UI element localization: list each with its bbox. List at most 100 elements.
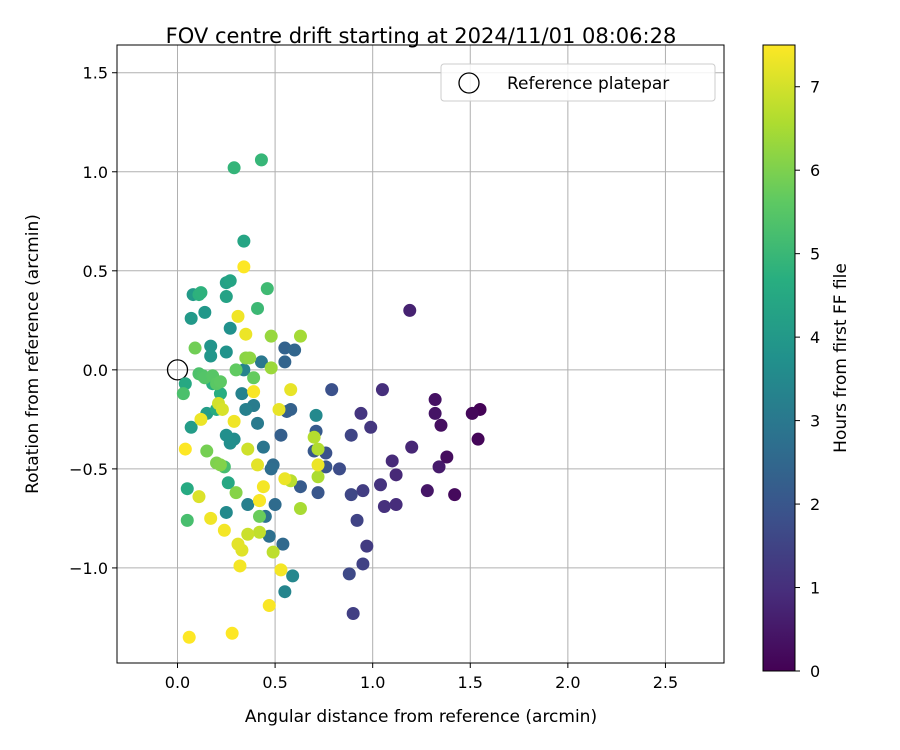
colorbar-tick-label: 6 [810, 161, 820, 180]
colorbar-tick-label: 0 [810, 662, 820, 681]
data-point [254, 153, 268, 167]
data-point [448, 488, 462, 502]
data-point [219, 345, 233, 359]
data-point [405, 440, 419, 454]
data-point [375, 383, 389, 397]
data-point [239, 327, 253, 341]
data-point [252, 525, 266, 539]
data-point [311, 470, 325, 484]
data-point [204, 511, 218, 525]
data-point [176, 387, 190, 401]
data-point [307, 430, 321, 444]
data-point [178, 377, 192, 391]
data-point [184, 311, 198, 325]
data-point [286, 569, 300, 583]
legend-box [440, 63, 716, 102]
data-point [356, 557, 370, 571]
data-point [237, 260, 251, 274]
colorbar-gradient [762, 44, 796, 672]
data-point [180, 513, 194, 527]
data-point [229, 363, 243, 377]
reference-platepar-marker [166, 359, 189, 381]
data-point [420, 484, 434, 498]
data-point [284, 402, 298, 416]
data-point [251, 301, 265, 315]
data-point [274, 563, 288, 577]
data-point [311, 486, 325, 500]
colorbar: 0 1 2 3 4 5 6 7 Hours from first FF file [762, 44, 851, 681]
data-point [354, 406, 368, 420]
data-point [237, 234, 251, 248]
data-point [235, 387, 249, 401]
chart-title: FOV centre drift starting at 2024/11/01 … [166, 24, 677, 48]
x-tick-label: 2.0 [555, 673, 580, 692]
data-point [385, 454, 399, 468]
data-point [204, 349, 218, 363]
data-point [311, 442, 325, 456]
data-point [262, 529, 276, 543]
data-point [389, 498, 403, 512]
data-point [241, 498, 255, 512]
data-point [219, 505, 233, 519]
data-point [223, 274, 237, 288]
x-tick-label: 0.0 [165, 673, 190, 692]
data-point [180, 482, 194, 496]
data-point [243, 351, 257, 365]
data-point [342, 567, 356, 581]
data-point [288, 343, 302, 357]
data-point [333, 462, 347, 476]
legend-open-circle-marker [458, 72, 480, 94]
data-point [389, 468, 403, 482]
data-point [231, 537, 245, 551]
data-point [293, 480, 307, 494]
data-point [194, 286, 208, 300]
data-point [252, 494, 266, 508]
y-tick-label: −0.5 [69, 460, 108, 479]
data-point [229, 486, 243, 500]
data-point [247, 371, 261, 385]
data-point [434, 418, 448, 432]
data-point [241, 527, 255, 541]
data-point [266, 545, 280, 559]
y-tick-label: 1.0 [83, 163, 108, 182]
reference-layer [166, 359, 189, 381]
data-point [184, 420, 198, 434]
x-tick-label: 1.5 [458, 673, 483, 692]
data-point [278, 355, 292, 369]
data-point [264, 462, 278, 476]
data-point [471, 432, 485, 446]
data-point [204, 339, 218, 353]
data-point [346, 606, 360, 620]
data-point [440, 450, 454, 464]
data-point [251, 416, 265, 430]
data-point [276, 537, 290, 551]
y-tick-label: 0.0 [83, 361, 108, 380]
x-axis-ticks: 0.0 0.5 1.0 1.5 2.0 2.5 [165, 663, 678, 692]
data-point [225, 626, 239, 640]
data-point [217, 523, 231, 537]
data-point [192, 490, 206, 504]
data-point [241, 442, 255, 456]
x-tick-label: 0.5 [262, 673, 287, 692]
data-point [260, 282, 274, 296]
data-point [293, 329, 307, 343]
data-point [428, 393, 442, 407]
data-point [272, 402, 286, 416]
data-point [432, 460, 446, 474]
legend: Reference platepar [440, 63, 716, 102]
data-point [227, 161, 241, 175]
data-point [465, 406, 479, 420]
data-point [325, 383, 339, 397]
y-axis-label: Rotation from reference (arcmin) [23, 214, 43, 494]
data-point [278, 472, 292, 486]
data-point [284, 383, 298, 397]
data-point [254, 355, 268, 369]
data-point [264, 361, 278, 375]
data-point [194, 412, 208, 426]
data-points [176, 153, 487, 644]
data-point [344, 488, 358, 502]
colorbar-tick-label: 4 [810, 328, 820, 347]
x-tick-label: 1.0 [360, 673, 385, 692]
data-point [356, 484, 370, 498]
